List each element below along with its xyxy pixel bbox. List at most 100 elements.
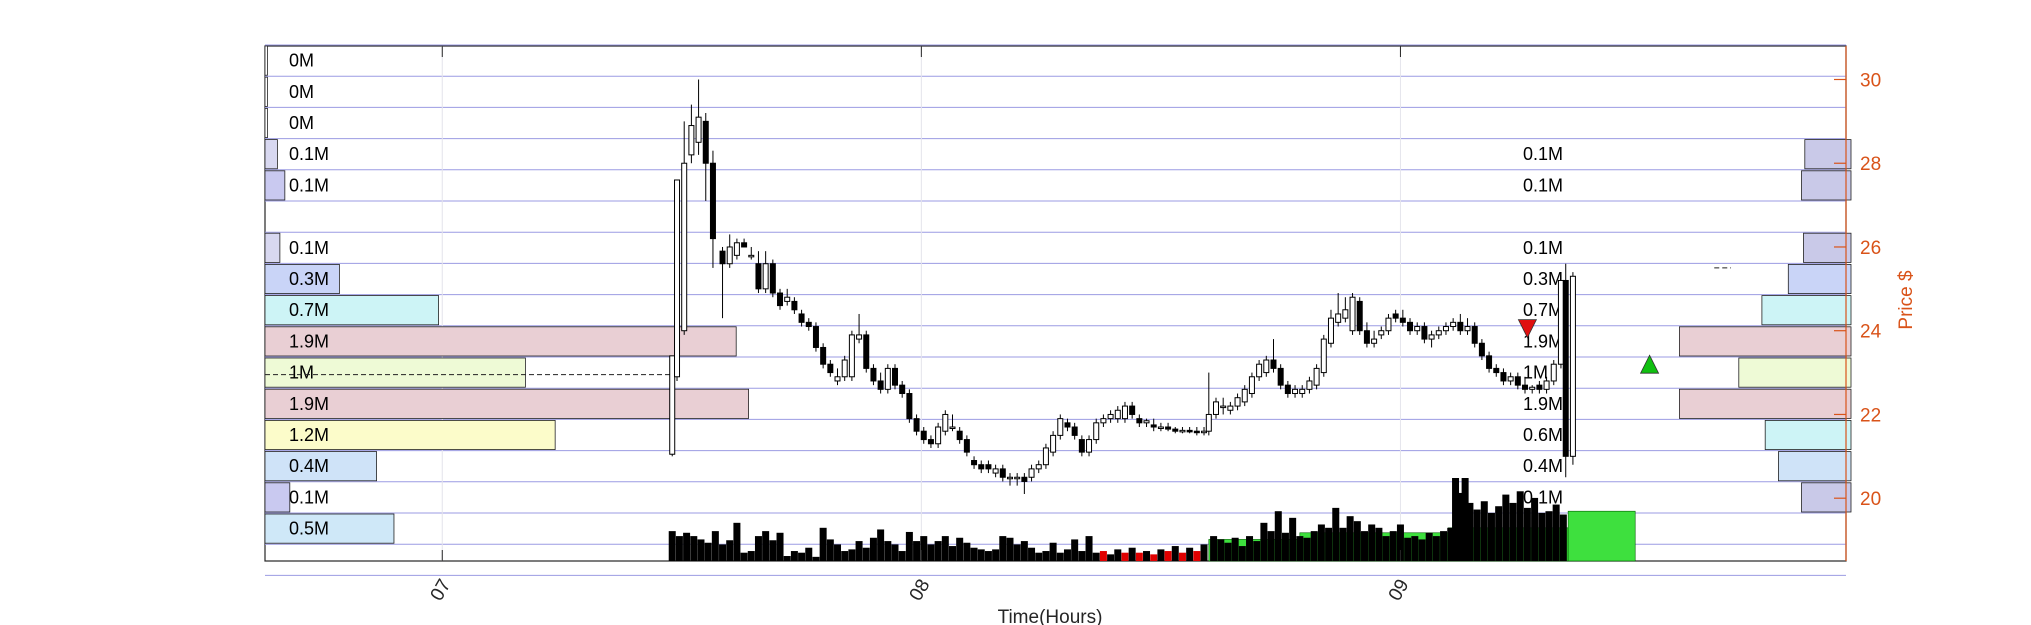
- candle-body: [1006, 476, 1013, 480]
- candle-body: [1407, 321, 1414, 332]
- candle-body: [1165, 426, 1172, 430]
- volume-bar: [862, 547, 870, 561]
- volume-bar: [1303, 537, 1311, 561]
- volume-bar: [776, 532, 784, 561]
- candle-body: [1428, 334, 1435, 340]
- volume-bar: [1246, 536, 1254, 561]
- candle-body: [733, 242, 740, 256]
- candle-body: [906, 393, 913, 420]
- volume-bar: [1281, 532, 1289, 561]
- profile-bar-right: [1801, 482, 1852, 513]
- volume-bar: [1296, 536, 1304, 561]
- volume-bar: [1150, 554, 1158, 561]
- candle-body: [978, 464, 985, 470]
- volume-bar: [1178, 552, 1186, 561]
- volume-bar: [1099, 551, 1107, 561]
- volume-bar: [719, 544, 727, 561]
- volume-bar: [1114, 549, 1122, 561]
- volume-bar: [1545, 511, 1553, 561]
- volume-bar: [1368, 524, 1376, 561]
- candle-body: [1100, 418, 1107, 424]
- volume-bar: [675, 536, 683, 561]
- candle-body: [841, 359, 848, 378]
- profile-label-right: 1.9M: [1523, 331, 1563, 351]
- trade-markers: [1517, 319, 1660, 374]
- volume-bar: [1466, 502, 1474, 561]
- profile-label-left: 1.2M: [289, 425, 329, 445]
- volume-bar: [927, 544, 935, 561]
- candle-body: [848, 334, 855, 378]
- profile-bar-right: [1801, 170, 1852, 201]
- candle-body: [1078, 439, 1085, 453]
- volume-bar: [1456, 492, 1464, 561]
- profile-label-left: 0.3M: [289, 269, 329, 289]
- x-tick-label: 07: [427, 576, 456, 605]
- candle-body: [870, 367, 877, 382]
- volume-bar: [754, 536, 762, 561]
- candle-body: [1385, 317, 1392, 332]
- y-tick-label: 30: [1860, 70, 1881, 91]
- y-tick-label: 20: [1860, 489, 1881, 510]
- profile-bar-left: [264, 357, 526, 388]
- candle-body: [1212, 401, 1219, 415]
- volume-bar: [1317, 524, 1325, 561]
- volume-bar: [826, 539, 834, 561]
- candle-body: [1248, 376, 1255, 395]
- profile-label-right: 1.9M: [1523, 394, 1563, 414]
- volume-bar: [1487, 512, 1495, 561]
- volume-bars: [668, 478, 1636, 562]
- candle-body: [1550, 363, 1557, 382]
- volume-bar: [1404, 537, 1412, 561]
- volume-bar: [1267, 531, 1275, 561]
- volume-bar: [733, 522, 741, 561]
- candle-body: [1349, 296, 1356, 332]
- volume-bar: [1353, 521, 1361, 561]
- volume-profile-right: 0.1M 0.1M 0.1M 0.3M 0.7M 1.9M 1M 1.9M 0.6M 0.4M 0.…: [1523, 139, 1852, 513]
- volume-bar: [1092, 552, 1100, 561]
- candle-body: [1363, 330, 1370, 344]
- profile-label-right: 0.4M: [1523, 456, 1563, 476]
- volume-bar: [1274, 511, 1282, 561]
- candle-body: [805, 321, 812, 328]
- volume-bar: [877, 529, 885, 561]
- volume-bar: [726, 540, 734, 561]
- candle-body: [1270, 359, 1277, 369]
- candle-body: [949, 426, 956, 430]
- profile-bar-left: [264, 263, 340, 294]
- y-tick-label: 26: [1860, 238, 1881, 259]
- candle-body: [827, 363, 834, 374]
- profile-bar-left: [264, 388, 750, 419]
- candle-body: [1342, 309, 1349, 319]
- candle-body: [1536, 384, 1543, 390]
- volume-bar: [934, 541, 942, 561]
- candle-body: [1050, 434, 1057, 453]
- volume-bar: [1339, 527, 1347, 561]
- profile-bar-right: [1761, 295, 1852, 326]
- profile-bar-left: [264, 76, 268, 107]
- volume-bar: [1375, 527, 1383, 561]
- candle-body: [1172, 428, 1179, 432]
- candle-body: [927, 439, 934, 445]
- candle-body: [1371, 338, 1378, 344]
- volume-bar: [1210, 536, 1218, 561]
- candle-body: [963, 439, 970, 453]
- profile-label-left: 0.1M: [289, 144, 329, 164]
- x-axis-label: Time(Hours): [998, 607, 1103, 625]
- volume-bar: [1531, 497, 1539, 561]
- candle-body: [1500, 372, 1507, 382]
- candle-body: [1035, 464, 1042, 470]
- candle-body: [942, 413, 949, 432]
- candle-body: [741, 242, 748, 248]
- candle-body: [899, 384, 906, 395]
- profile-bar-left: [264, 513, 395, 544]
- volume-bar: [1552, 504, 1560, 561]
- profile-label-left: 1.9M: [289, 394, 329, 414]
- candle-body: [1392, 313, 1399, 319]
- volume-bar: [905, 531, 913, 561]
- candle-body: [892, 367, 899, 386]
- x-tick-label: 08: [906, 576, 935, 605]
- y-axis-right: 20 22 24 26 28 30: [1834, 46, 1882, 561]
- candle-body: [992, 468, 999, 474]
- volume-bar: [970, 547, 978, 561]
- y-tick-label: 22: [1860, 405, 1881, 426]
